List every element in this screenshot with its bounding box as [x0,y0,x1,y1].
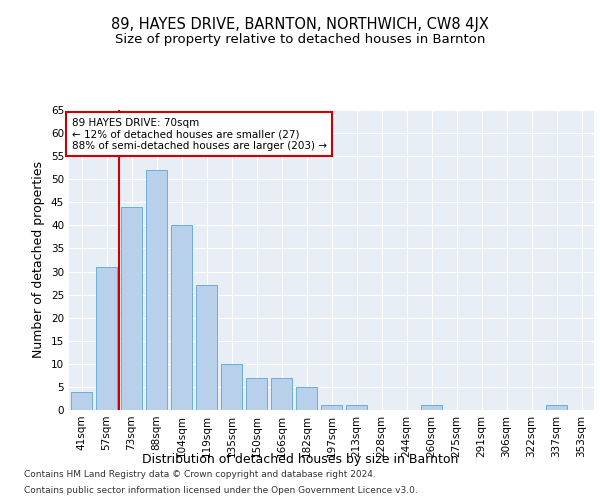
Bar [221,364,242,410]
Bar [146,170,167,410]
Bar [421,406,442,410]
Bar [246,378,267,410]
Bar [196,286,217,410]
Bar [71,392,92,410]
Text: Contains public sector information licensed under the Open Government Licence v3: Contains public sector information licen… [24,486,418,495]
Bar [296,387,317,410]
Text: Size of property relative to detached houses in Barnton: Size of property relative to detached ho… [115,32,485,46]
Bar [546,406,567,410]
Y-axis label: Number of detached properties: Number of detached properties [32,162,46,358]
Bar [121,207,142,410]
Text: 89 HAYES DRIVE: 70sqm
← 12% of detached houses are smaller (27)
88% of semi-deta: 89 HAYES DRIVE: 70sqm ← 12% of detached … [71,118,326,150]
Text: 89, HAYES DRIVE, BARNTON, NORTHWICH, CW8 4JX: 89, HAYES DRIVE, BARNTON, NORTHWICH, CW8… [111,18,489,32]
Text: Distribution of detached houses by size in Barnton: Distribution of detached houses by size … [142,452,458,466]
Bar [321,406,342,410]
Bar [96,267,117,410]
Bar [346,406,367,410]
Bar [271,378,292,410]
Bar [171,226,192,410]
Text: Contains HM Land Registry data © Crown copyright and database right 2024.: Contains HM Land Registry data © Crown c… [24,470,376,479]
